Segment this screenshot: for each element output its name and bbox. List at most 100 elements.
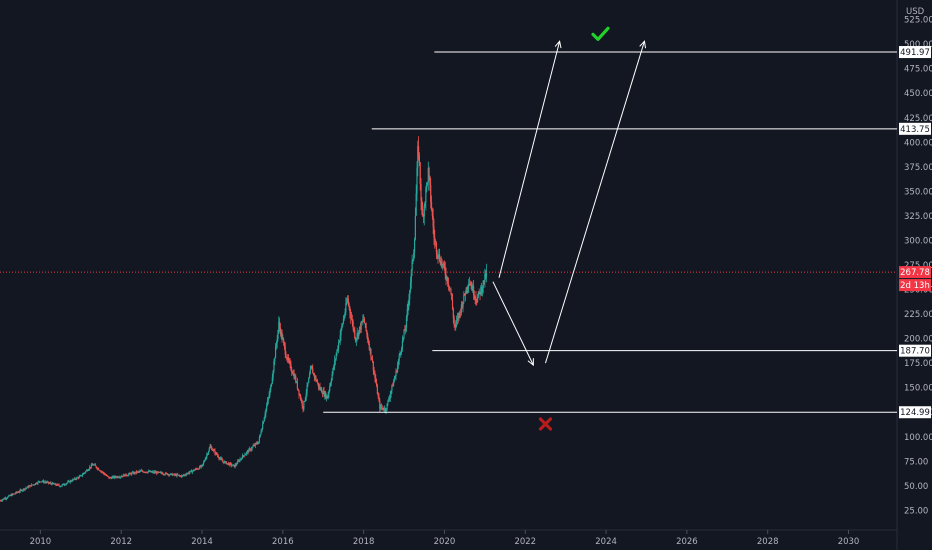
candle-body <box>300 399 303 401</box>
candle-body <box>314 376 316 378</box>
projection-arrow[interactable] <box>544 40 647 364</box>
candle-body <box>424 201 426 206</box>
candle-body <box>335 354 337 360</box>
candle-body <box>121 476 123 478</box>
candle-body <box>418 146 420 156</box>
candle-body <box>109 477 111 479</box>
candle-body <box>317 382 319 387</box>
candle-body <box>274 346 277 359</box>
candle-body <box>266 405 268 410</box>
candle-body <box>131 472 134 474</box>
candle-body <box>315 376 317 381</box>
candle-body <box>402 337 404 341</box>
candle-body <box>447 283 450 286</box>
candle-body <box>124 473 126 477</box>
projection-arrow[interactable] <box>492 281 534 367</box>
candle-body <box>173 473 175 475</box>
candle-body <box>340 328 342 336</box>
candle-body <box>152 471 155 473</box>
candle-body <box>0 500 2 502</box>
candle-body <box>106 475 108 477</box>
candle-body <box>474 297 476 299</box>
candle-body <box>230 463 232 466</box>
candle-body <box>371 357 373 360</box>
candle-body <box>157 471 159 473</box>
candle-body <box>344 311 346 317</box>
candle-body <box>93 464 95 466</box>
candle-body <box>288 360 290 362</box>
candle-body <box>62 483 64 485</box>
candle-body <box>225 461 227 465</box>
candle-body <box>296 381 298 389</box>
candle-body <box>37 481 39 484</box>
candle-body <box>304 400 306 402</box>
candle-body <box>357 333 359 337</box>
candle-body <box>93 464 96 466</box>
candle-body <box>229 463 231 465</box>
candle-body <box>397 360 399 366</box>
candle-body <box>337 342 340 349</box>
candle-body <box>276 338 278 344</box>
candle-body <box>251 447 253 450</box>
candle-body <box>16 491 18 493</box>
candle-body <box>119 477 121 479</box>
candle-body <box>21 489 23 491</box>
candle-body <box>249 448 252 451</box>
candle-body <box>22 488 25 491</box>
candle-body <box>105 474 107 476</box>
candle-body <box>69 480 71 483</box>
price-tick-label: 475.00 <box>904 65 932 75</box>
time-axis[interactable]: 2010 2012 2014 2016 2018 2020 2022 2024 2026 2028… <box>30 530 860 547</box>
candle-body <box>210 446 212 448</box>
candle-body <box>345 303 347 312</box>
candle-body <box>209 446 211 449</box>
candle-body <box>482 280 484 289</box>
candle-body <box>241 458 243 460</box>
candle-body <box>359 326 361 331</box>
candle-body <box>192 469 194 471</box>
candle-body <box>308 378 310 383</box>
candle-body <box>454 324 456 328</box>
candle-body <box>343 316 345 319</box>
candle-body <box>381 407 383 409</box>
candle-body <box>470 285 472 287</box>
candle-body <box>364 323 366 325</box>
candle-body <box>135 471 138 473</box>
candle-body <box>423 205 425 217</box>
candle-body <box>233 464 235 468</box>
candle-body <box>54 483 56 485</box>
level-price-label: 491.97 <box>900 48 930 58</box>
candle-body <box>391 385 393 391</box>
candle-body <box>205 456 207 460</box>
price-tick-label: 350.00 <box>904 187 932 197</box>
candle-body <box>443 263 445 265</box>
candle-body <box>380 405 383 408</box>
candle-body <box>297 388 299 391</box>
candle-body <box>436 252 438 256</box>
candle-body <box>469 283 471 286</box>
candle-body <box>445 274 447 279</box>
candle-body <box>371 359 374 362</box>
candle-body <box>301 400 303 407</box>
candle-body <box>116 476 118 478</box>
projection-arrow[interactable] <box>498 40 562 278</box>
candle-body <box>216 454 218 456</box>
candle-body <box>207 453 209 455</box>
candle-body <box>321 392 324 394</box>
candle-body <box>35 483 37 485</box>
candle-body <box>106 475 109 477</box>
candle-body <box>392 385 394 387</box>
candle-body <box>1 499 4 501</box>
candle-body <box>425 187 427 202</box>
candle-body <box>4 498 6 500</box>
candle-body <box>303 401 305 410</box>
candle-body <box>7 496 9 498</box>
candle-body <box>363 319 365 321</box>
candle-body <box>256 443 258 445</box>
candle-body <box>190 470 193 473</box>
candle-body <box>401 348 403 353</box>
candle-body <box>28 486 30 488</box>
candle-body <box>20 489 22 491</box>
candle-body <box>151 471 153 473</box>
